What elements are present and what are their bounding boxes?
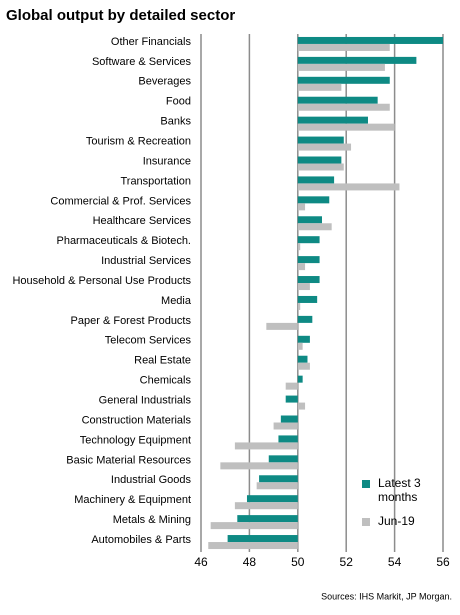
bar [297,176,335,184]
y-tick-label: Technology Equipment [80,434,191,446]
y-tick-label: Paper & Forest Products [71,315,192,327]
y-tick-label: Software & Services [92,56,192,68]
bar [297,76,390,84]
y-tick-label: Real Estate [134,355,191,367]
x-tick-label: 54 [388,555,402,569]
bar [246,495,298,503]
y-tick-label: Insurance [143,155,191,167]
bar [220,462,298,470]
y-tick-label: Construction Materials [82,414,192,426]
bar [297,276,320,284]
bar [278,435,298,443]
bar [297,375,303,383]
bar [234,442,298,450]
y-tick-label: Transportation [120,175,191,187]
bar [297,156,342,164]
bar [297,295,318,303]
x-tick-label: 56 [436,555,450,569]
bar [297,196,330,204]
legend-swatch [362,480,370,488]
bar [227,535,298,543]
bar [297,36,443,44]
source: Sources: IHS Markit, JP Morgan. [321,591,452,601]
bar [297,143,352,151]
bar [297,63,385,71]
legend-swatch [362,518,370,526]
x-tick-label: 52 [340,555,354,569]
bar [297,243,301,251]
bar [297,223,332,231]
legend-item: Jun-19 [362,514,447,528]
x-tick-label: 46 [194,555,208,569]
bar [266,322,298,330]
y-tick-label: General Industrials [99,394,192,406]
bar [273,422,298,430]
bar [268,455,298,463]
bar [297,96,378,104]
y-tick-label: Food [166,96,191,108]
bar [297,283,310,291]
y-tick-label: Household & Personal Use Products [12,275,191,287]
bar [210,522,298,530]
y-tick-label: Industrial Services [101,255,191,267]
y-tick-label: Banks [160,116,191,128]
bar [280,415,298,423]
y-tick-label: Commercial & Prof. Services [50,195,191,207]
bar [285,395,298,403]
bar [297,315,313,323]
bar [297,123,395,131]
bar [297,163,344,171]
bar [259,475,298,483]
bar [297,302,301,310]
bar [297,83,342,91]
x-tick-label: 50 [291,555,305,569]
y-tick-label: Pharmaceuticals & Biotech. [56,235,191,247]
bar [285,382,298,390]
y-tick-label: Beverages [138,76,191,88]
bar [256,482,298,490]
bar [297,103,390,111]
legend-label: Jun-19 [378,514,415,528]
y-tick-label: Automobiles & Parts [91,534,191,546]
bar [297,43,390,51]
bar [297,355,308,363]
y-tick-label: Chemicals [140,375,192,387]
bar [297,56,417,64]
y-tick-label: Basic Material Resources [66,454,191,466]
y-tick-label: Other Financials [111,36,192,48]
bar [297,362,310,370]
bar [297,342,303,350]
bar [297,402,306,410]
y-tick-label: Machinery & Equipment [74,494,191,506]
x-tick-label: 48 [243,555,257,569]
bar [297,203,306,211]
y-tick-label: Metals & Mining [113,514,191,526]
bar [234,502,298,510]
bar [297,263,306,271]
bar [297,236,320,244]
bar [297,116,368,124]
bar [297,256,320,264]
bar [237,515,298,523]
y-tick-label: Telecom Services [105,335,192,347]
bar [297,183,400,191]
bar [297,216,322,224]
chart-title: Global output by detailed sector [6,7,235,24]
legend-item: Latest 3 months [362,476,447,504]
bar [297,136,344,144]
y-tick-label: Media [161,295,192,307]
y-tick-label: Healthcare Services [93,215,192,227]
legend: Latest 3 months Jun-19 [362,476,447,538]
bar [297,335,310,343]
y-tick-label: Industrial Goods [111,474,192,486]
legend-label: Latest 3 months [378,476,421,504]
y-tick-label: Tourism & Recreation [86,135,191,147]
bar [208,542,298,550]
